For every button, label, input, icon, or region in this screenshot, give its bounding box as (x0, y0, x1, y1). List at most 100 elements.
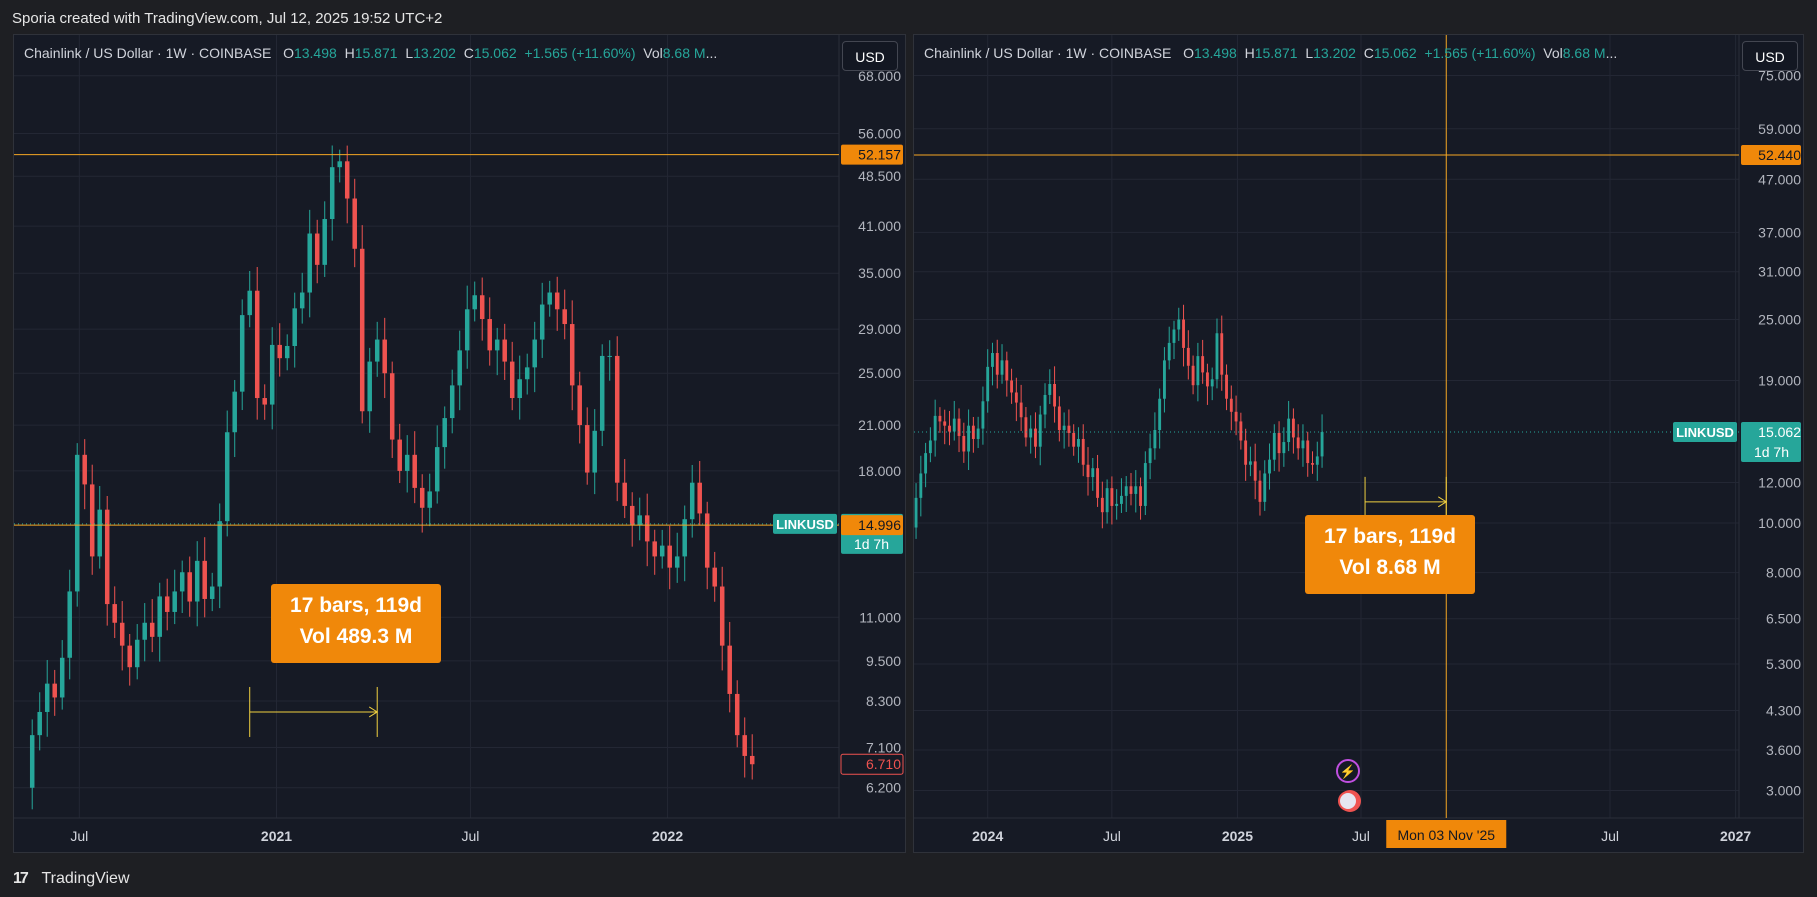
candle-body (1315, 456, 1319, 465)
candle-body (1239, 421, 1243, 441)
candle-body (359, 248, 365, 412)
candle-body (37, 711, 42, 736)
candle-body (1110, 488, 1114, 506)
lightning-icon (1336, 759, 1360, 783)
candle-body (539, 304, 545, 340)
candle-body (1029, 428, 1033, 438)
candle-body (599, 355, 605, 431)
candle-body (742, 735, 747, 756)
candle-body (149, 622, 155, 637)
candle-body (1005, 360, 1009, 381)
currency-button[interactable]: USD (842, 41, 898, 71)
candle-body (1272, 432, 1276, 460)
candle-body (1134, 486, 1138, 494)
candle-body (1291, 418, 1295, 438)
candle-body (1201, 356, 1205, 373)
crosshair-date-tag (1386, 820, 1507, 848)
y-tick-label: 41.000 (858, 218, 901, 234)
candle-body (1182, 319, 1185, 348)
legend-left: Chainlink / US Dollar · 1W · COINBASE O1… (24, 45, 718, 61)
candle-body (629, 505, 635, 526)
price-tag-label: 15.062 (1758, 424, 1801, 440)
candle-body (1248, 461, 1252, 465)
candle-body (397, 439, 402, 471)
candle-body (1301, 440, 1305, 449)
candle-body (329, 167, 335, 220)
price-tag (1741, 144, 1801, 165)
legend-high: 15.871 (1254, 45, 1298, 61)
candle-body (1153, 430, 1157, 449)
candle-body (1086, 464, 1090, 478)
candle-body (59, 657, 65, 698)
candle-body (584, 425, 590, 473)
legend-change: +1.565 (+11.60%) (524, 45, 636, 61)
candle-body (1129, 486, 1133, 494)
y-tick-label: 21.000 (858, 417, 901, 433)
x-tick-label: Jul (1601, 828, 1619, 844)
price-tag-label: 52.157 (858, 147, 901, 163)
candle-body (682, 519, 687, 557)
candle-body (614, 355, 620, 483)
candle-body (1277, 432, 1281, 454)
candle-body (957, 418, 961, 436)
candle-body (119, 622, 125, 646)
candle-body (104, 509, 110, 605)
candle-body (352, 198, 357, 249)
candle-body (1225, 374, 1228, 399)
candle-body (1024, 417, 1028, 438)
x-tick-label: 2024 (972, 828, 1003, 844)
candle-body (622, 482, 627, 506)
candle-body (322, 219, 327, 265)
y-tick-label: 75.000 (1758, 67, 1801, 83)
candle-body (652, 541, 657, 557)
price-tag (841, 144, 903, 165)
candle-body (1019, 402, 1023, 418)
y-tick-label: 5.300 (1766, 656, 1801, 672)
price-tag (840, 753, 904, 775)
candle-body (986, 366, 990, 402)
grid (14, 35, 839, 818)
candle-body (404, 454, 410, 471)
candle-body (532, 339, 537, 368)
candle-body (74, 454, 80, 592)
chart-panel-left[interactable]: 68.000 56.000 48.500 41.000 35.000 29.000 25.0… (13, 34, 906, 853)
candle-body (1229, 398, 1233, 412)
legend-vol-label: Vol (643, 45, 663, 61)
candle-body (134, 639, 140, 668)
tradingview-logo[interactable]: 17 TradingView (13, 870, 130, 888)
x-tick-label: 2021 (261, 828, 292, 844)
measure-bars: 17 bars, 119d (290, 594, 422, 617)
y-tick-label: 11.000 (859, 609, 901, 625)
candle-body (689, 482, 695, 520)
candle-body (389, 373, 395, 440)
legend-open: 13.498 (1193, 45, 1237, 61)
candle-body (457, 350, 462, 386)
y-tick-label: 3.600 (1766, 742, 1801, 758)
candle-body (382, 339, 387, 374)
currency-button[interactable]: USD (1742, 41, 1798, 71)
candle-body (1186, 347, 1190, 366)
candle-body (314, 233, 320, 265)
price-tag-countdown: 1d 7h (1754, 444, 1789, 460)
candle-body (202, 560, 207, 599)
candle-body (1320, 432, 1324, 457)
y-tick-label: 68.000 (858, 68, 901, 84)
candle-body (1263, 473, 1267, 502)
chart-left-canvas[interactable]: 68.000 56.000 48.500 41.000 35.000 29.000 25.0… (14, 35, 905, 852)
candle-body (967, 425, 971, 452)
y-tick-label: 12.000 (1758, 475, 1801, 491)
candle-body (187, 572, 192, 602)
candle-body (1215, 333, 1219, 380)
legend-low: 13.202 (413, 45, 456, 61)
candle-body (1100, 497, 1104, 513)
candle-body (644, 515, 650, 542)
chart-panel-right[interactable]: 75.000 59.000 47.000 37.000 31.000 25.000 19.0… (913, 34, 1804, 853)
legend-vol: 8.68 M (1562, 45, 1606, 61)
candle-body (442, 418, 447, 448)
measure-label-left: 17 bars, 119d Vol 489.3 M (271, 584, 441, 663)
candle-body (1096, 468, 1099, 498)
chart-right-canvas[interactable]: 75.000 59.000 47.000 37.000 31.000 25.000 19.0… (914, 35, 1803, 852)
candle-body (172, 591, 177, 612)
candle-body (948, 425, 951, 432)
candle-body (1191, 365, 1195, 386)
